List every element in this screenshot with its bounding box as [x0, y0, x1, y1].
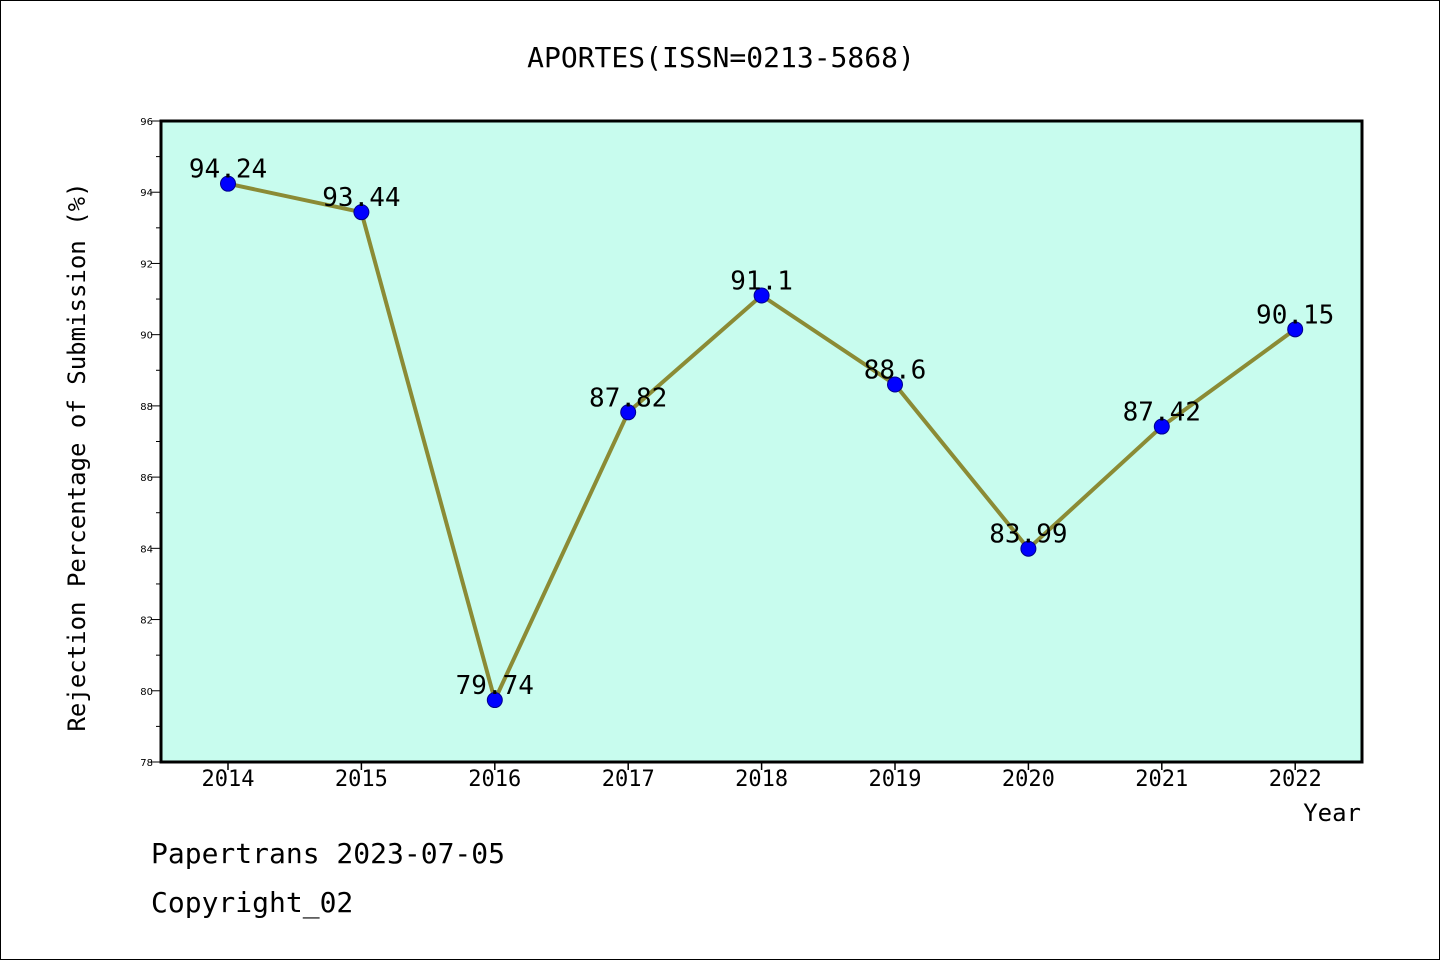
- data-label: 90.15: [1256, 300, 1334, 330]
- data-point: [620, 404, 637, 421]
- chart-title: APORTES(ISSN=0213-5868): [527, 41, 915, 74]
- x-tick-label: 2015: [335, 767, 388, 792]
- data-label: 87.82: [589, 383, 667, 413]
- y-axis-ticks: 78 80 82 84 86 88 90 92 94 96: [140, 117, 161, 769]
- data-points: [220, 175, 1304, 709]
- data-point: [220, 175, 236, 192]
- data-label: 93.44: [322, 183, 400, 213]
- y-axis-label: Rejection Percentage of Submission (%): [63, 182, 91, 731]
- data-point: [887, 376, 903, 393]
- x-axis-ticks: 2014 2015 2016 2017 2018 2019 2020 2021 2022: [202, 762, 1322, 792]
- y-tick-label: 78: [140, 758, 153, 769]
- data-point: [753, 287, 770, 304]
- data-point: [353, 204, 370, 221]
- y-tick-label: 84: [140, 544, 153, 555]
- data-labels: 94.24 93.44 79.74 87.82 91.1 88.6 83.99 87.42 90…: [189, 155, 1334, 701]
- y-tick-label: 88: [140, 402, 153, 413]
- x-axis-label: Year: [1303, 799, 1361, 827]
- data-label: 79.74: [456, 671, 534, 701]
- x-tick-label: 2020: [1002, 767, 1055, 792]
- data-point: [1020, 540, 1037, 557]
- y-tick-label: 92: [140, 259, 153, 270]
- data-label: 94.24: [189, 155, 267, 185]
- x-tick-label: 2021: [1135, 767, 1188, 792]
- y-tick-label: 86: [140, 473, 153, 484]
- data-label: 91.1: [730, 266, 793, 296]
- y-tick-label: 80: [140, 687, 153, 698]
- plot-border: [159, 119, 1364, 764]
- y-tick-label: 94: [140, 188, 153, 199]
- data-label: 87.42: [1123, 398, 1201, 428]
- footer-copyright: Copyright_02: [151, 886, 354, 919]
- data-point: [1287, 321, 1304, 338]
- x-tick-label: 2019: [869, 767, 922, 792]
- footer-date: Papertrans 2023-07-05: [151, 837, 506, 870]
- x-tick-label: 2016: [468, 767, 521, 792]
- data-label: 88.6: [864, 356, 927, 386]
- data-label: 83.99: [989, 520, 1067, 550]
- x-tick-label: 2017: [602, 767, 655, 792]
- x-tick-label: 2022: [1269, 767, 1322, 792]
- x-tick-label: 2018: [735, 767, 788, 792]
- y-tick-label: 96: [140, 117, 153, 128]
- x-tick-label: 2014: [202, 767, 255, 792]
- plot-area: [161, 121, 1362, 762]
- y-tick-label: 90: [140, 331, 153, 342]
- y-tick-label: 82: [140, 616, 153, 627]
- data-point: [486, 692, 503, 709]
- data-point: [1153, 418, 1170, 435]
